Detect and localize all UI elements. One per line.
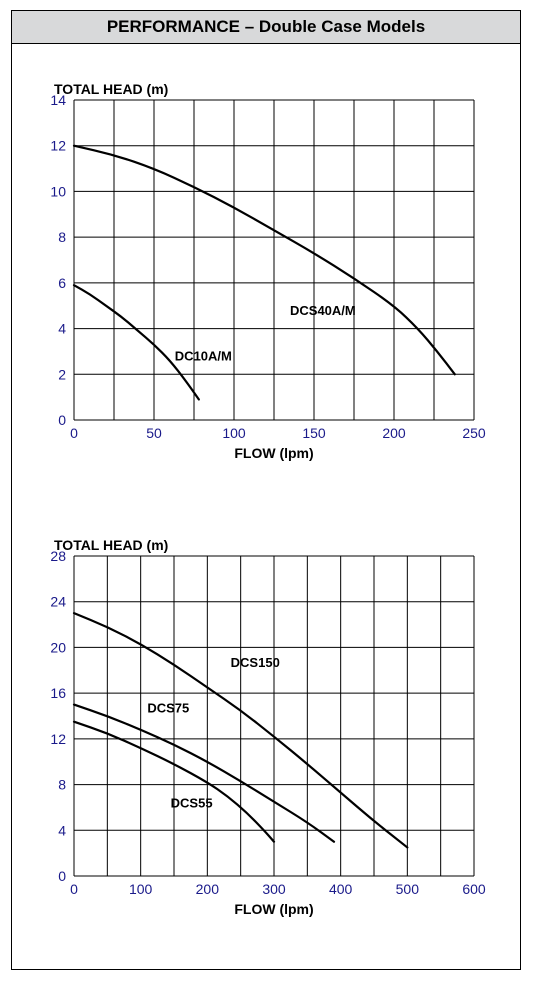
y-tick-label: 8 — [58, 229, 66, 245]
y-tick-label: 24 — [50, 594, 66, 610]
series-label: DC10A/M — [175, 349, 232, 364]
chart-bottom: 01002003004005006000481216202428FLOW (lp… — [18, 536, 518, 936]
y-tick-label: 10 — [50, 183, 66, 199]
x-tick-label: 300 — [262, 881, 286, 897]
x-tick-label: 600 — [462, 881, 486, 897]
chart-top: 05010015020025002468101214FLOW (lpm)TOTA… — [18, 80, 518, 480]
y-tick-label: 12 — [50, 731, 66, 747]
x-tick-label: 50 — [146, 425, 162, 441]
series-label: DCS40A/M — [290, 303, 356, 318]
x-tick-label: 500 — [396, 881, 420, 897]
x-tick-label: 100 — [222, 425, 246, 441]
x-tick-label: 150 — [302, 425, 326, 441]
x-tick-label: 100 — [129, 881, 153, 897]
x-tick-label: 200 — [382, 425, 406, 441]
x-tick-label: 250 — [462, 425, 486, 441]
x-tick-label: 0 — [70, 881, 78, 897]
series-curve — [74, 146, 455, 375]
y-tick-label: 16 — [50, 685, 66, 701]
y-tick-label: 12 — [50, 138, 66, 154]
series-label: DCS150 — [231, 655, 280, 670]
y-tick-label: 2 — [58, 366, 66, 382]
y-tick-label: 20 — [50, 639, 66, 655]
y-axis-title: TOTAL HEAD (m) — [54, 537, 168, 553]
y-tick-label: 4 — [58, 822, 66, 838]
y-axis-title: TOTAL HEAD (m) — [54, 81, 168, 97]
y-tick-label: 0 — [58, 868, 66, 884]
y-tick-label: 6 — [58, 275, 66, 291]
title-text: PERFORMANCE – Double Case Models — [107, 17, 425, 36]
y-tick-label: 8 — [58, 777, 66, 793]
y-tick-label: 4 — [58, 321, 66, 337]
x-tick-label: 400 — [329, 881, 353, 897]
series-label: DCS55 — [171, 795, 213, 810]
y-tick-label: 0 — [58, 412, 66, 428]
x-axis-title: FLOW (lpm) — [234, 445, 313, 461]
series-curve — [74, 705, 334, 842]
series-curve — [74, 285, 199, 399]
title-bar: PERFORMANCE – Double Case Models — [11, 10, 521, 44]
x-tick-label: 200 — [196, 881, 220, 897]
page: PERFORMANCE – Double Case Models 0501001… — [0, 0, 534, 983]
x-tick-label: 0 — [70, 425, 78, 441]
series-label: DCS75 — [147, 701, 189, 716]
x-axis-title: FLOW (lpm) — [234, 901, 313, 917]
